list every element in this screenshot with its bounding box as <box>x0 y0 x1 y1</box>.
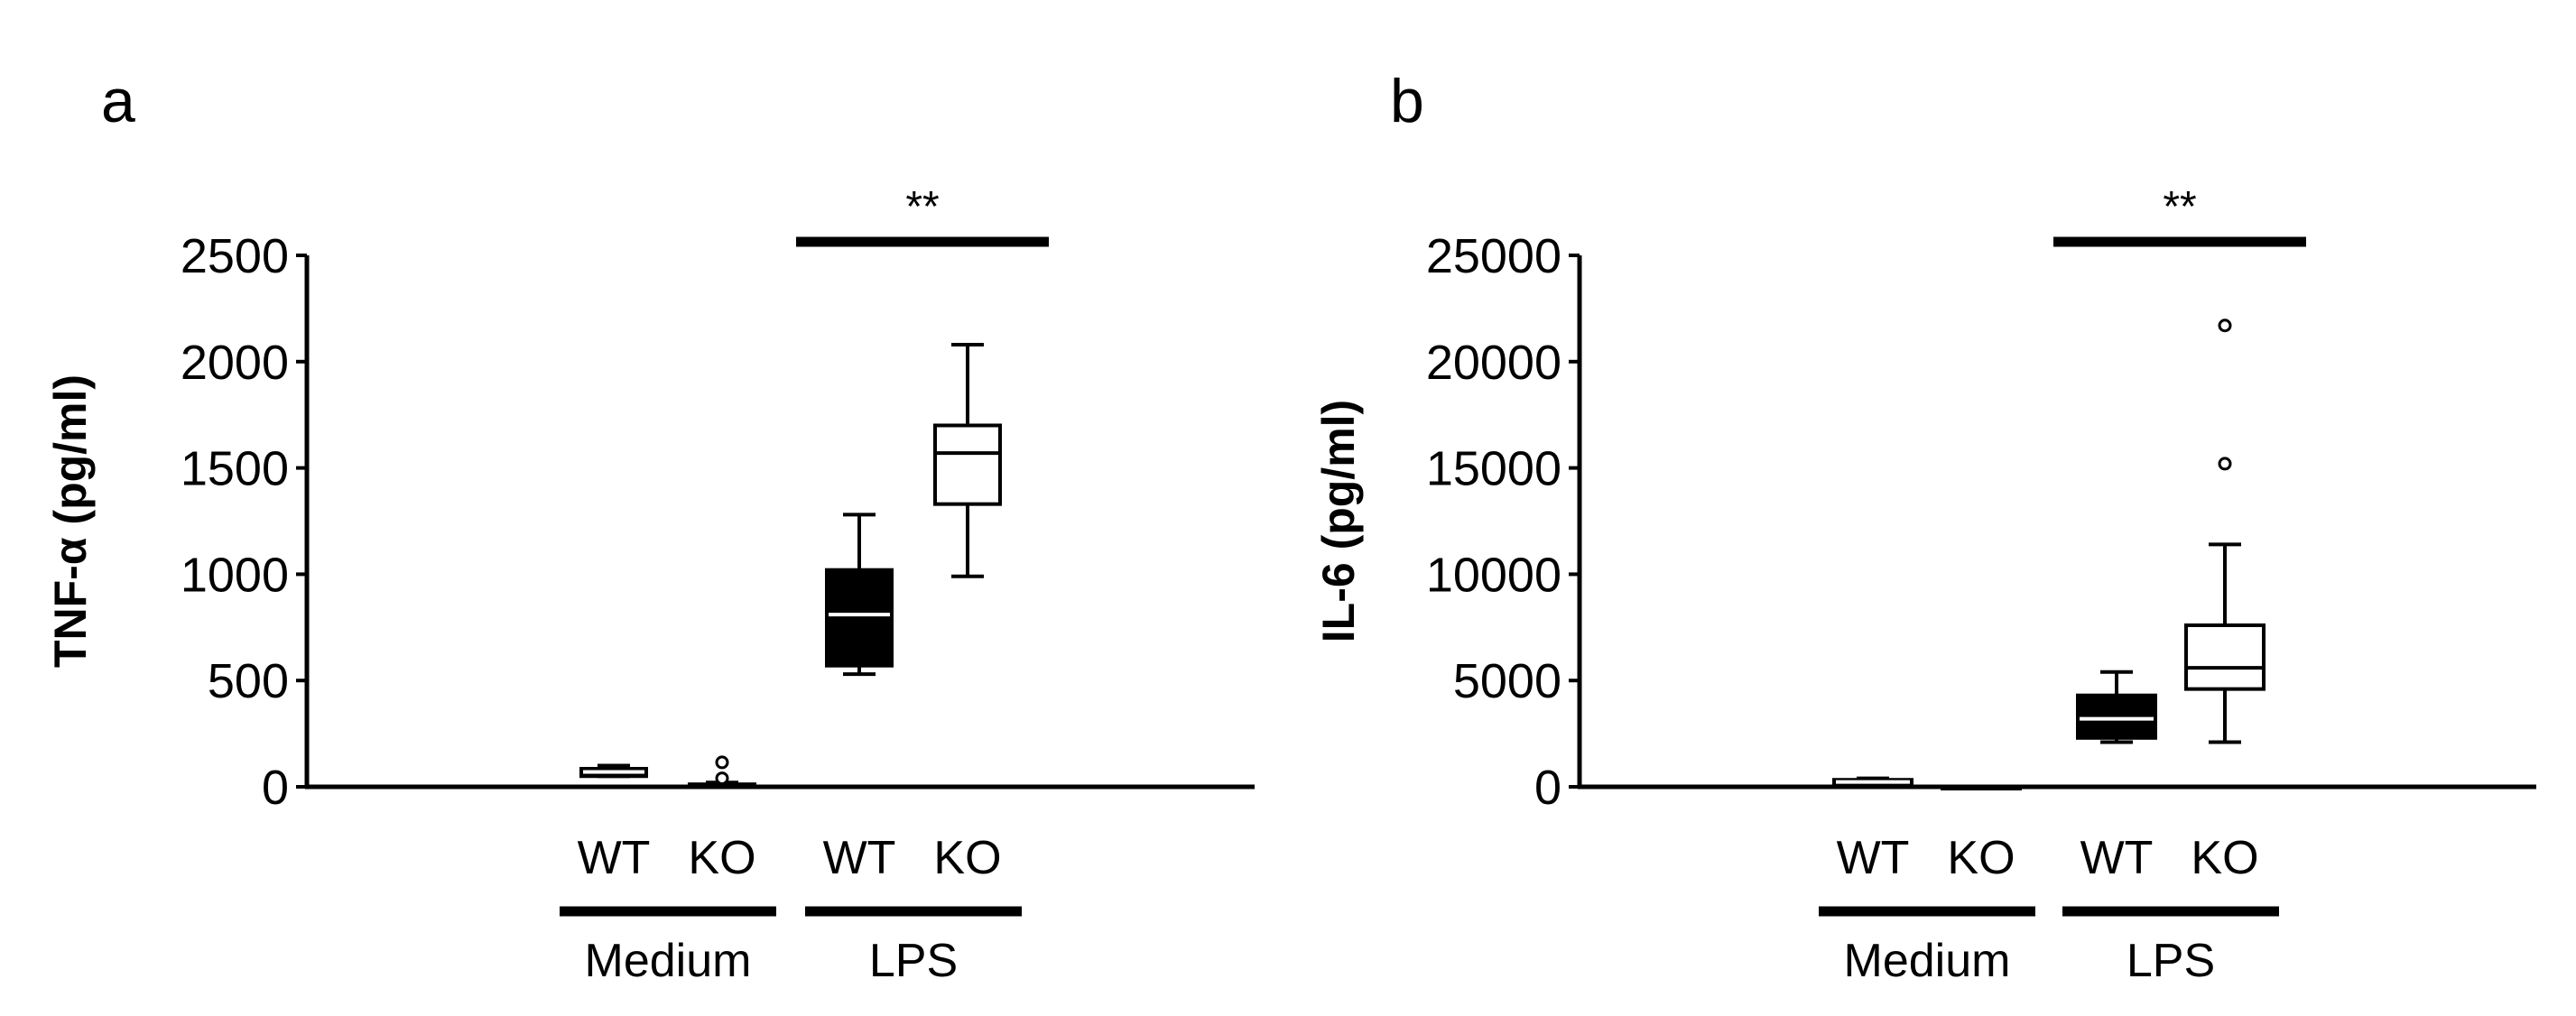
x-category-label: WT <box>578 832 651 884</box>
x-category-label: KO <box>2191 832 2258 884</box>
y-tick-label: 500 <box>208 654 289 708</box>
group-label: Medium <box>585 935 752 987</box>
group-label: LPS <box>2127 935 2215 987</box>
box-lps-ko <box>2184 319 2266 744</box>
y-tick-label: 2500 <box>181 229 289 283</box>
box-medium-wt <box>579 763 648 779</box>
panel-b: b IL-6 (pg/ml) 0 5000 10000 15000 20000 25000 WT… <box>1313 67 2536 987</box>
outlier-point <box>715 771 729 786</box>
y-tick-label: 1000 <box>181 548 289 602</box>
significance-label: ** <box>2163 183 2196 231</box>
box-lps-wt <box>2076 670 2157 744</box>
significance-label: ** <box>905 183 939 231</box>
box-lps-wt <box>825 513 894 677</box>
box-iqr <box>2076 693 2157 740</box>
x-category-label: KO <box>933 832 1001 884</box>
y-axis-title: IL-6 (pg/ml) <box>1313 400 1364 642</box>
y-tick-label: 10000 <box>1426 548 1561 602</box>
outlier-point <box>715 755 729 770</box>
box-medium-ko <box>1941 785 2022 790</box>
panel-letter: a <box>101 67 135 135</box>
y-tick-label: 5000 <box>1453 654 1561 708</box>
panel-letter: b <box>1390 67 1424 135</box>
outlier-point <box>2218 319 2232 333</box>
box-iqr <box>933 423 1002 506</box>
box-iqr <box>825 568 894 668</box>
y-tick-label: 15000 <box>1426 442 1561 496</box>
y-tick-label: 1500 <box>181 442 289 496</box>
panel-a: a TNF-α (pg/ml) 0 500 1000 1500 2000 2500 WT KO WT… <box>45 67 1255 987</box>
box-medium-wt <box>1832 776 1913 787</box>
box-iqr <box>2184 623 2266 691</box>
box-medium-ko <box>688 755 756 789</box>
y-tick-label: 0 <box>262 761 289 815</box>
group-label: Medium <box>1844 935 2011 987</box>
y-tick-label: 2000 <box>181 336 289 390</box>
x-category-label: WT <box>1837 832 1910 884</box>
box-lps-ko <box>933 342 1002 578</box>
outlier-point <box>2218 457 2232 471</box>
y-axis-title: TNF-α (pg/ml) <box>45 374 96 668</box>
x-category-label: WT <box>823 832 896 884</box>
y-tick-label: 0 <box>1534 761 1561 815</box>
y-tick-label: 25000 <box>1426 229 1561 283</box>
x-category-label: KO <box>688 832 755 884</box>
x-category-label: WT <box>2080 832 2154 884</box>
group-label: LPS <box>869 935 958 987</box>
x-category-label: KO <box>1947 832 2015 884</box>
y-tick-label: 20000 <box>1426 336 1561 390</box>
